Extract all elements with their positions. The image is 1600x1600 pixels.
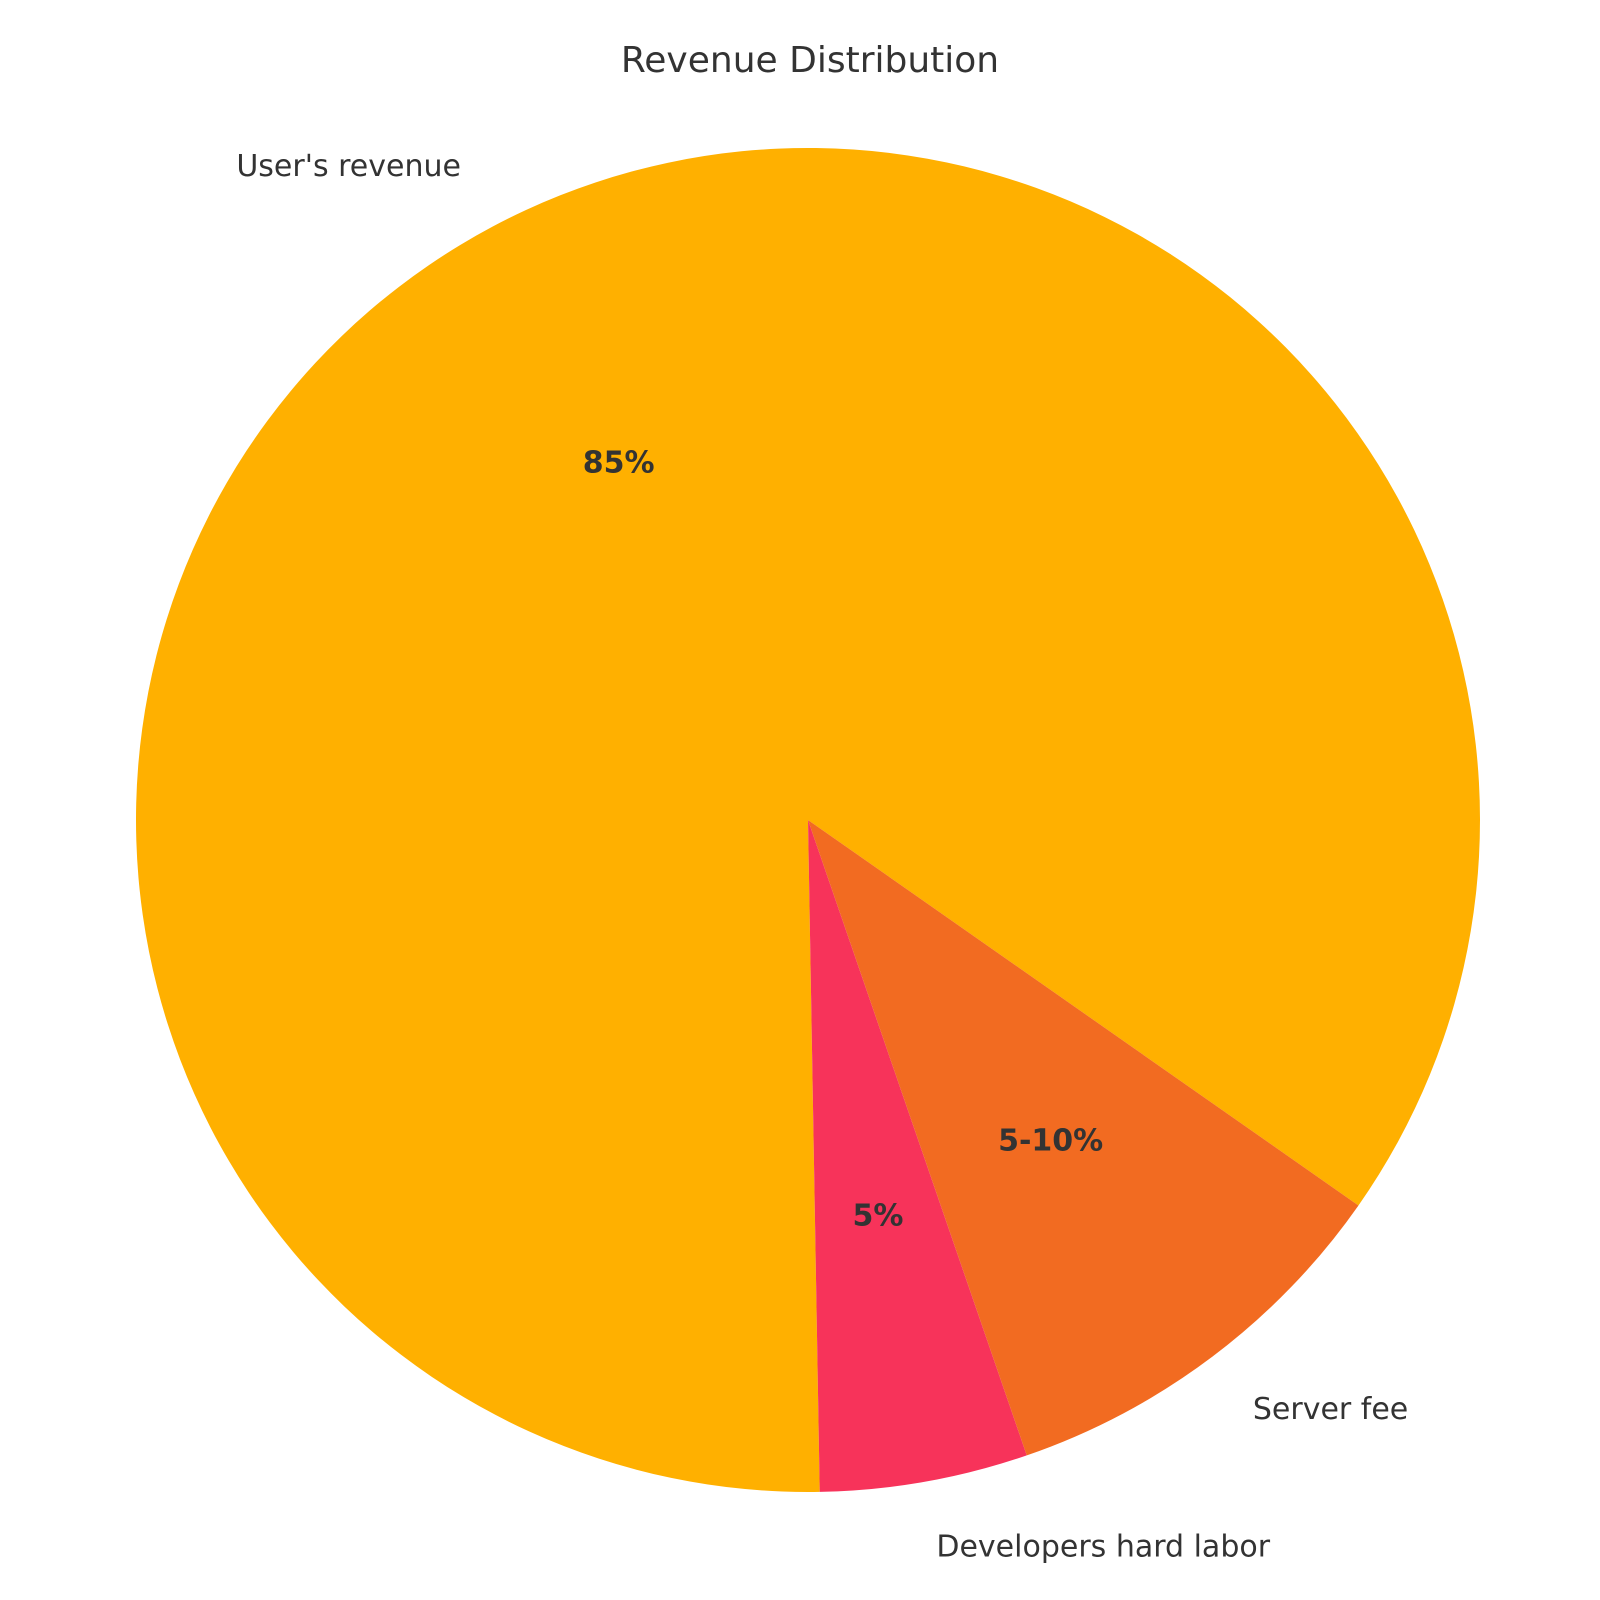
slice-name-server-fee: Server fee — [1253, 1392, 1408, 1427]
pct-label-developers-hard-labor: 5% — [853, 1199, 904, 1234]
pie-slices — [135, 147, 1480, 1493]
pie-slice-developers-hard-labor — [808, 820, 1027, 1492]
chart-title: Revenue Distribution — [621, 40, 999, 81]
pct-label-server-fee: 5-10% — [998, 1124, 1103, 1159]
slice-name-user-s-revenue: User's revenue — [236, 149, 461, 184]
pie-slice-server-fee — [808, 820, 1359, 1456]
slice-name-developers-hard-labor: Developers hard labor — [936, 1529, 1270, 1564]
pct-label-user-s-revenue: 85% — [583, 445, 655, 480]
pie-labels: 85% User's revenue 5% Developers hard labor… — [236, 149, 1408, 1565]
